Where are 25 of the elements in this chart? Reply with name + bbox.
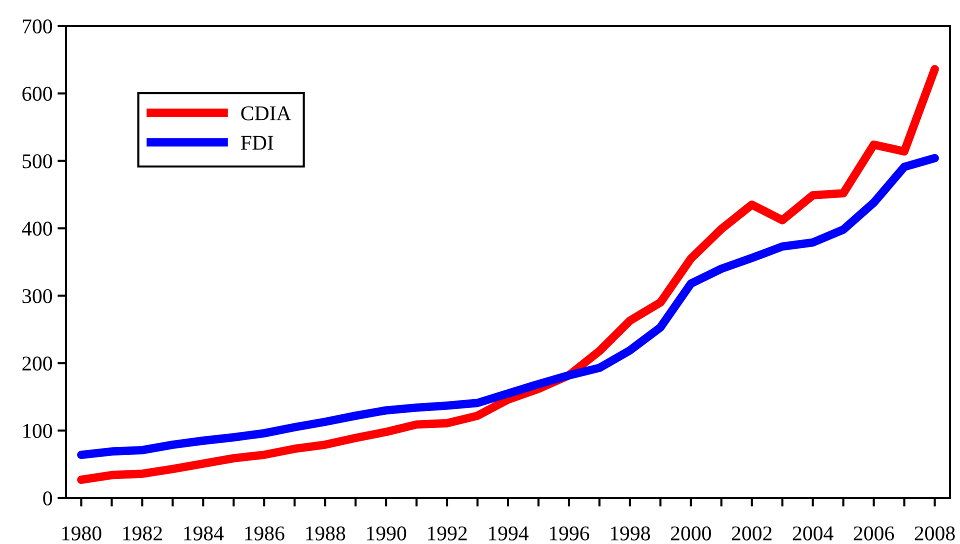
y-tick-label: 600	[22, 86, 52, 101]
x-tick-label: 1992	[428, 526, 467, 540]
y-tick-label: 300	[22, 289, 52, 304]
x-tick-label: 2002	[732, 526, 772, 540]
x-tick-label: 1984	[184, 526, 224, 540]
x-tick-label: 1986	[245, 526, 284, 540]
x-tick-label: 1996	[550, 526, 590, 540]
x-tick-label: 1994	[489, 526, 529, 540]
y-tick-label: 0	[43, 491, 52, 506]
x-tick-label: 1990	[367, 526, 406, 540]
legend-label: FDI	[240, 136, 274, 150]
x-tick-label: 1980	[62, 526, 102, 540]
y-tick-label: 500	[22, 154, 52, 168]
x-tick-label: 2008	[914, 526, 955, 540]
x-tick-label: 2004	[792, 526, 834, 540]
y-tick-label: 400	[22, 222, 52, 236]
x-tick-label: 2006	[854, 526, 894, 540]
x-tick-label: 2000	[670, 526, 711, 540]
x-tick-label: 1988	[306, 526, 346, 540]
y-tick-label: 200	[22, 356, 52, 371]
x-tick-label: 1998	[610, 526, 650, 540]
x-tick-label: 1982	[123, 526, 162, 540]
y-tick-label: 100	[23, 424, 52, 438]
y-tick-label: 700	[22, 19, 52, 34]
legend-label: CDIA	[241, 106, 292, 120]
